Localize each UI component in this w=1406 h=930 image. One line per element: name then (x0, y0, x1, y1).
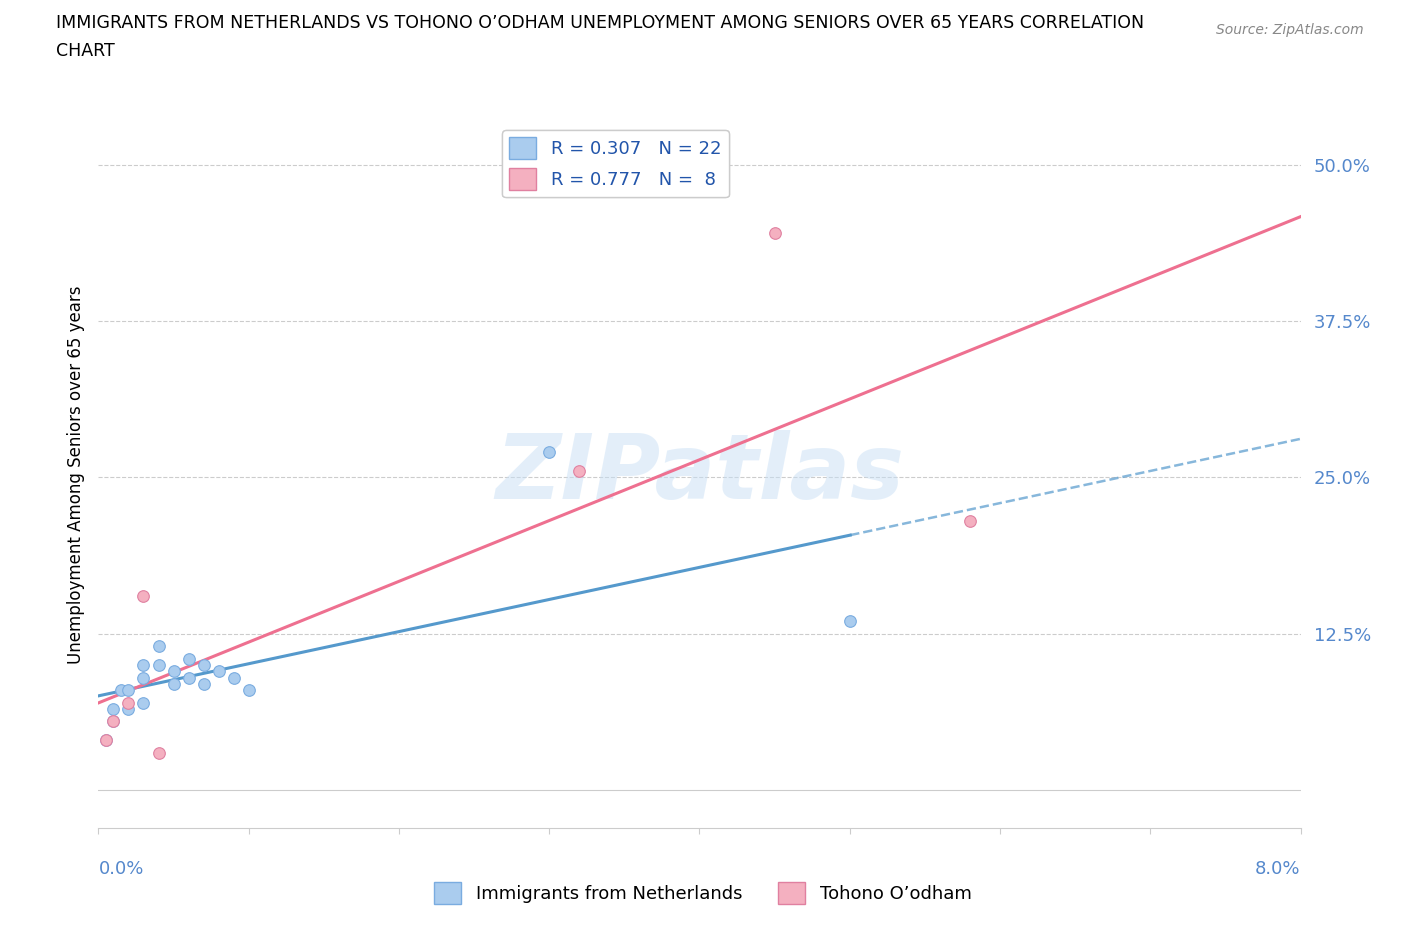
Point (838, 614, 860, 629)
Point (148, 658, 170, 672)
Point (132, 658, 155, 672)
Point (222, 671, 245, 685)
Point (238, 683, 260, 698)
Point (132, 671, 155, 685)
Point (162, 664, 184, 679)
Point (193, 676, 215, 691)
Y-axis label: Unemployment Among Seniors over 65 years: Unemployment Among Seniors over 65 years (66, 286, 84, 663)
Point (148, 745, 170, 760)
Text: IMMIGRANTS FROM NETHERLANDS VS TOHONO O’ODHAM UNEMPLOYMENT AMONG SENIORS OVER 65: IMMIGRANTS FROM NETHERLANDS VS TOHONO O’… (56, 14, 1144, 32)
Point (132, 695, 155, 710)
Point (177, 671, 200, 685)
Text: ZIPatlas: ZIPatlas (495, 431, 904, 518)
Text: Source: ZipAtlas.com: Source: ZipAtlas.com (1216, 23, 1364, 37)
Point (117, 701, 139, 716)
Point (94, 733, 117, 748)
Text: CHART: CHART (56, 42, 115, 60)
Point (117, 683, 139, 698)
Point (103, 714, 125, 729)
Point (959, 513, 981, 528)
Point (110, 683, 132, 698)
Point (103, 701, 125, 716)
Point (763, 226, 786, 241)
Point (148, 639, 170, 654)
Point (208, 664, 231, 679)
Point (132, 589, 155, 604)
Point (94, 733, 117, 748)
Point (177, 651, 200, 666)
Point (193, 658, 215, 672)
Legend: Immigrants from Netherlands, Tohono O’odham: Immigrants from Netherlands, Tohono O’od… (427, 875, 979, 911)
Point (538, 445, 561, 459)
Text: 8.0%: 8.0% (1256, 860, 1301, 878)
Point (103, 714, 125, 729)
Point (162, 676, 184, 691)
Legend: R = 0.307   N = 22, R = 0.777   N =  8: R = 0.307 N = 22, R = 0.777 N = 8 (502, 130, 728, 197)
Point (568, 464, 591, 479)
Point (117, 695, 139, 710)
Text: 0.0%: 0.0% (98, 860, 143, 878)
